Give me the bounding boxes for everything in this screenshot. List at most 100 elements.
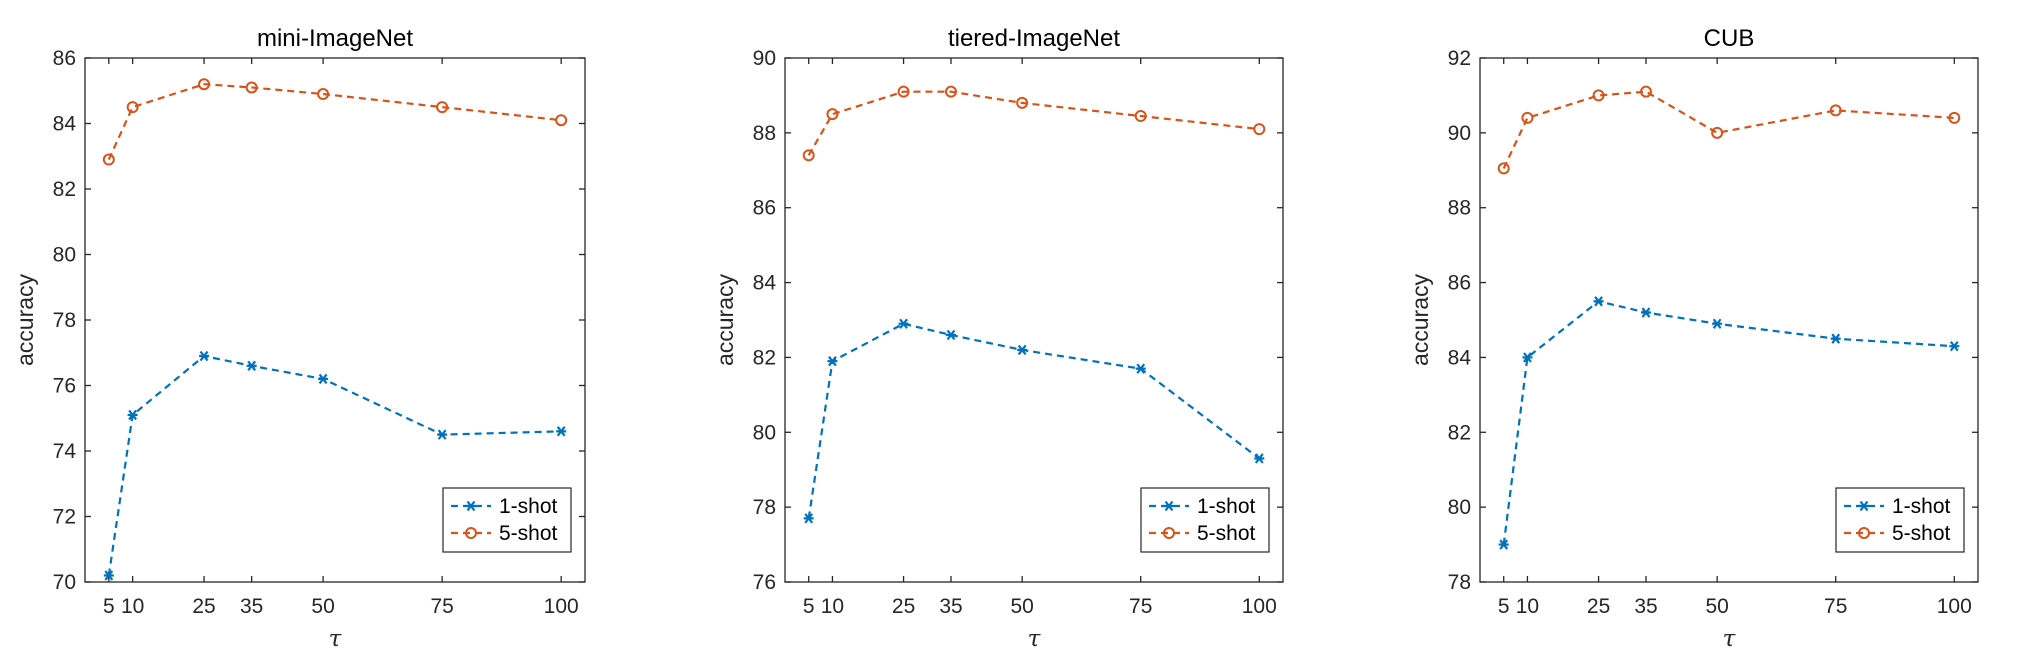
data-point — [827, 355, 838, 367]
data-point — [436, 101, 449, 114]
series-line-5-shot — [807, 90, 1260, 156]
x-tick-label: 10 — [121, 595, 144, 618]
x-tick-label: 5 — [103, 595, 115, 618]
x-tick-label: 100 — [1242, 595, 1277, 618]
x-axis-title: τ — [1723, 626, 1737, 652]
data-point — [1016, 96, 1029, 109]
y-axis-title: accuracy — [12, 273, 38, 366]
data-point — [945, 85, 957, 98]
data-point-stroke — [104, 570, 114, 581]
x-tick-label: 100 — [544, 595, 579, 618]
legend-marker — [1859, 500, 1869, 512]
legend-label: 1-shot — [1892, 495, 1951, 518]
x-tick-label: 25 — [1587, 595, 1610, 618]
data-point-stroke — [199, 350, 209, 362]
y-tick-label: 88 — [1448, 197, 1471, 220]
y-tick-label: 84 — [753, 272, 777, 295]
legend: 1-shot 5-shot — [442, 487, 572, 553]
data-point — [126, 101, 139, 114]
data-point — [102, 153, 115, 166]
data-point — [127, 409, 138, 421]
legend-marker — [466, 500, 476, 512]
y-tick-label: 80 — [53, 244, 76, 267]
data-point — [1017, 344, 1028, 356]
data-point-stroke — [1017, 344, 1027, 356]
data-point-stroke — [556, 426, 566, 437]
data-point — [1135, 363, 1146, 374]
data-point — [1829, 104, 1842, 117]
y-tick-label: 88 — [753, 122, 776, 145]
x-tick-label: 50 — [311, 595, 334, 618]
x-tick-label: 10 — [821, 595, 844, 618]
data-point — [1522, 352, 1533, 363]
legend-label: 1-shot — [499, 495, 558, 518]
data-point — [946, 329, 956, 341]
data-point — [245, 81, 258, 94]
data-point-stroke — [247, 360, 257, 372]
y-tick-label: 86 — [1448, 272, 1471, 295]
data-point — [1641, 307, 1651, 318]
data-point-stroke — [128, 409, 137, 421]
data-point-stroke — [1594, 296, 1603, 307]
data-point — [1949, 341, 1960, 352]
data-point-stroke — [1254, 453, 1264, 464]
data-point — [1253, 123, 1266, 136]
x-tick-label: 25 — [192, 595, 215, 618]
data-point-stroke — [1831, 333, 1841, 344]
x-tick-label: 50 — [1010, 595, 1033, 618]
data-point-stroke — [1136, 363, 1146, 374]
x-tick-label: 35 — [939, 595, 962, 618]
legend-marker-stroke — [466, 500, 476, 512]
data-point — [246, 360, 257, 372]
data-point-stroke — [1523, 352, 1532, 363]
chart-panel-3: 78 80 82 84 86 88 90 92 5 10 25 35 50 75 100 CUB τ accura… — [1407, 25, 1979, 652]
chart-title: CUB — [1704, 25, 1755, 52]
y-tick-label: 84 — [53, 113, 77, 136]
data-point — [1497, 162, 1510, 175]
x-tick-label: 75 — [1129, 595, 1152, 618]
legend-box — [442, 487, 572, 553]
y-tick-label: 74 — [53, 440, 77, 463]
y-tick-label: 78 — [53, 309, 76, 332]
y-tick-label: 86 — [753, 197, 776, 220]
y-tick-label: 82 — [53, 178, 76, 201]
data-point — [803, 513, 814, 524]
x-tick-label: 50 — [1705, 595, 1728, 618]
chart-title: tiered-ImageNet — [948, 25, 1120, 52]
legend-marker — [465, 527, 477, 539]
data-point — [898, 318, 909, 329]
data-point-stroke — [804, 513, 814, 524]
data-point — [802, 149, 815, 162]
x-tick-label: 10 — [1516, 595, 1539, 618]
y-tick-label: 92 — [1448, 47, 1471, 70]
data-point — [1948, 111, 1961, 124]
y-tick-label: 86 — [53, 47, 76, 70]
data-point-stroke — [1949, 341, 1959, 352]
y-tick-label: 84 — [1448, 346, 1472, 369]
data-point — [199, 350, 210, 362]
legend-marker — [1163, 527, 1175, 539]
y-tick-label: 90 — [1448, 122, 1471, 145]
data-point — [1521, 111, 1534, 124]
data-point — [1711, 126, 1724, 139]
chart-panel-2: 76 78 80 82 84 86 88 90 5 10 25 35 50 75 100 tiered-Ima… — [712, 25, 1284, 652]
legend-marker-stroke — [1859, 500, 1869, 512]
x-tick-label: 5 — [1498, 595, 1510, 618]
legend-marker — [1164, 500, 1174, 512]
data-point — [198, 78, 211, 91]
data-point-stroke — [1641, 307, 1651, 318]
x-tick-label: 25 — [892, 595, 915, 618]
data-point — [826, 108, 839, 121]
y-tick-label: 76 — [753, 571, 776, 594]
data-point-stroke — [437, 429, 447, 440]
data-point-stroke — [946, 329, 956, 341]
data-point — [1592, 89, 1605, 102]
legend-label: 1-shot — [1197, 495, 1256, 518]
chart-title: mini-ImageNet — [257, 25, 413, 52]
legend-label: 5-shot — [499, 522, 558, 545]
y-tick-label: 76 — [53, 375, 76, 398]
plot-frame — [1479, 57, 1979, 583]
data-point — [1498, 539, 1509, 550]
data-point — [1640, 85, 1652, 98]
